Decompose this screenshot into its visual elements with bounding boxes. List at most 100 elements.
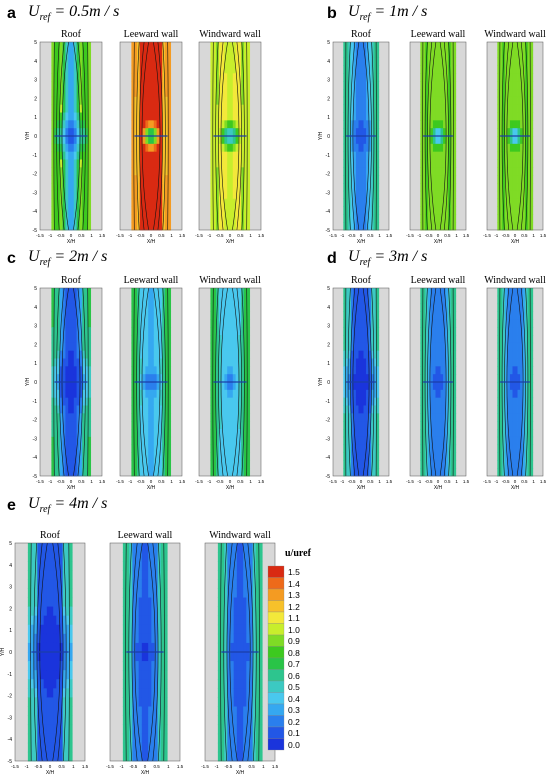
contour-cell: [499, 382, 503, 391]
contour-cell: [227, 397, 231, 406]
contour-cell: [509, 327, 513, 336]
contour-cell: [43, 733, 48, 744]
contour-cell: [62, 452, 66, 461]
contour-cell: [350, 214, 354, 223]
contour-cell: [232, 128, 236, 137]
contour-cell: [499, 42, 503, 51]
contour-cell: [131, 190, 135, 200]
contour-cell: [420, 104, 424, 113]
contour-cell: [450, 112, 454, 121]
contour-cell: [210, 190, 214, 200]
contour-cell: [213, 222, 217, 231]
contour-cell: [213, 183, 217, 192]
contour-cell: [425, 143, 429, 153]
contour-cell: [87, 57, 92, 66]
contour-cell: [350, 104, 354, 113]
contour-cell: [159, 358, 163, 367]
contour-cell: [82, 342, 86, 352]
contour-cell: [448, 358, 452, 367]
contour-cell: [525, 151, 529, 160]
contour-cell: [215, 350, 220, 359]
contour-cell: [438, 42, 441, 51]
contour-cell: [76, 452, 80, 461]
contour-cell: [224, 335, 228, 344]
contour-cell: [73, 405, 77, 414]
contour-cell: [145, 652, 149, 662]
contour-cell: [138, 606, 143, 617]
contour-cell: [129, 588, 133, 598]
contour-cell: [71, 436, 75, 446]
contour-plot-a-2: -1.5 -1 -0.5 0 0.5 1 1.5X/H: [116, 41, 186, 245]
contour-cell: [165, 214, 169, 223]
contour-cell: [230, 327, 234, 336]
contour-cell: [218, 295, 222, 305]
contour-cell: [432, 421, 436, 430]
contour-cell: [165, 350, 169, 359]
contour-cell: [517, 288, 521, 297]
contour-cell: [241, 112, 245, 121]
contour-cell: [440, 429, 444, 438]
contour-cell: [87, 358, 92, 367]
contour-cell: [129, 597, 133, 607]
contour-cell: [235, 389, 239, 399]
contour-cell: [210, 413, 214, 422]
contour-cell: [139, 96, 143, 106]
contour-cell: [425, 382, 429, 391]
contour-cell: [435, 222, 439, 231]
contour-cell: [131, 444, 135, 453]
contour-cell: [230, 468, 234, 477]
contour-cell: [148, 543, 152, 553]
contour-cell: [358, 89, 362, 98]
x-tick-label: 0: [514, 479, 517, 484]
contour-cell: [215, 374, 220, 383]
contour-cell: [145, 89, 149, 98]
contour-cell: [87, 206, 92, 215]
contour-cell: [450, 104, 454, 113]
contour-cell: [153, 335, 157, 344]
contour-cell: [244, 303, 248, 312]
contour-cell: [62, 104, 66, 113]
title-symbol: U: [28, 248, 40, 265]
contour-cell: [422, 42, 426, 51]
contour-cell: [430, 429, 434, 438]
title-symbol: U: [348, 3, 360, 20]
contour-cell: [34, 688, 38, 698]
plot-frame: [119, 41, 183, 231]
contour-cell: [167, 319, 172, 328]
contour-cell: [450, 382, 454, 391]
contour-cell: [79, 335, 83, 344]
contour-cell: [65, 311, 69, 320]
subplot-title: Roof: [351, 275, 371, 286]
contour-cell: [50, 706, 54, 716]
contour-cell: [445, 389, 449, 399]
contour-cell: [54, 382, 58, 391]
contour-cell: [350, 89, 354, 98]
wall-region: [90, 42, 102, 230]
contour-cell: [131, 460, 135, 469]
contour-cell: [134, 358, 138, 367]
contour-cell: [448, 143, 452, 153]
contour-cell: [65, 742, 70, 753]
contour-cell: [363, 444, 367, 453]
contour-cell: [162, 366, 166, 375]
contour-cell: [527, 159, 531, 168]
contour-cell: [56, 715, 60, 726]
contour-cell: [145, 579, 149, 589]
contour-cell: [438, 460, 441, 469]
contour-cell: [509, 42, 513, 51]
contour-cell: [126, 679, 130, 689]
contour-cell: [151, 175, 155, 184]
contour-cell: [215, 429, 220, 438]
contour-cell: [361, 429, 364, 438]
contour-cell: [82, 151, 86, 160]
contour-cell: [151, 136, 155, 145]
contour-cell: [210, 57, 214, 66]
contour-cell: [221, 89, 225, 98]
contour-cell: [358, 421, 362, 430]
contour-cell: [244, 319, 248, 328]
contour-cell: [73, 444, 77, 453]
contour-cell: [366, 374, 369, 383]
contour-cell: [438, 311, 441, 320]
contour-cell: [343, 311, 347, 320]
contour-cell: [87, 436, 92, 446]
